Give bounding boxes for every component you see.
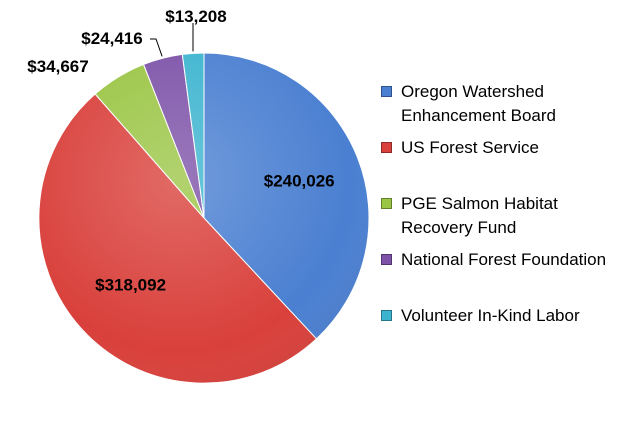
legend-item-volunteer: Volunteer In-Kind Labor (381, 304, 611, 328)
legend-label: National Forest Foundation (401, 250, 607, 269)
data-label-national-forest: $24,416 (81, 29, 142, 48)
leader-lines (150, 23, 194, 57)
data-label-oregon-watershed: $240,026 (264, 172, 335, 191)
data-label-us-forest-service: $318,092 (95, 275, 166, 294)
pie-slices (38, 52, 370, 384)
legend-label: PGE Salmon Habitat Recovery Fund (401, 194, 558, 237)
legend-label: Oregon Watershed Enhancement Board (401, 82, 556, 125)
legend-swatch (381, 142, 392, 153)
legend-item-pge-salmon: PGE Salmon Habitat Recovery Fund (381, 192, 611, 240)
legend-item-national-forest: National Forest Foundation (381, 248, 611, 272)
leader-line (150, 38, 163, 57)
data-labels: $240,026 $318,092 $34,667 $24,416 $13,20… (27, 7, 334, 294)
legend-swatch (381, 86, 392, 97)
legend-item-us-forest-service: US Forest Service (381, 136, 611, 160)
data-label-pge-salmon: $34,667 (27, 57, 88, 76)
legend-swatch (381, 198, 392, 209)
legend-label: Volunteer In-Kind Labor (401, 306, 580, 325)
legend-swatch (381, 310, 392, 321)
legend-swatch (381, 254, 392, 265)
legend-label: US Forest Service (401, 138, 539, 157)
legend-item-oregon-watershed: Oregon Watershed Enhancement Board (381, 80, 611, 128)
data-label-volunteer: $13,208 (165, 7, 226, 26)
